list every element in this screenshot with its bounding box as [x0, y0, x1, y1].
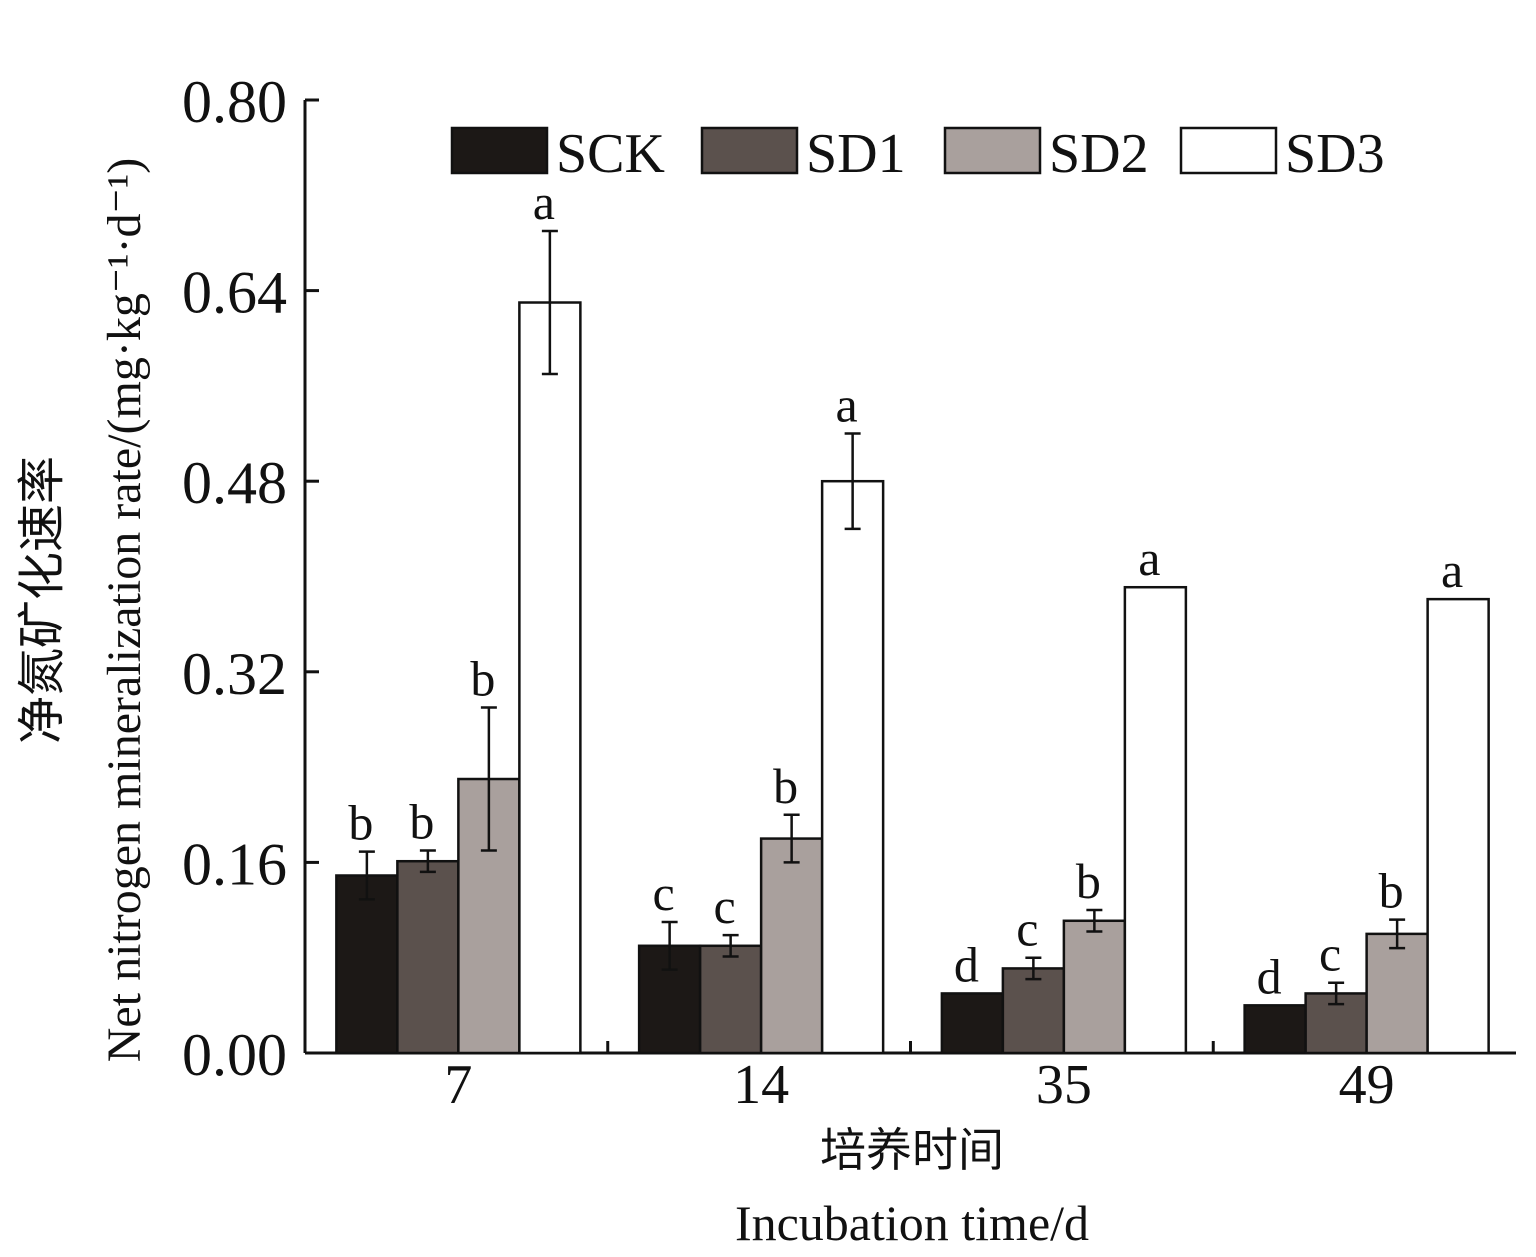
bar-sck	[940, 992, 1005, 1055]
bar-sd3	[518, 301, 582, 1055]
y-tick-label: 0.32	[182, 641, 287, 707]
x-tick-label: 35	[1036, 1054, 1092, 1116]
legend-swatch-sd3	[1179, 126, 1278, 175]
x-axis-label-en: Incubation time/d	[735, 1195, 1089, 1251]
legend-label-sd2: SD2	[1049, 123, 1149, 185]
legend-swatch-sd1	[700, 126, 799, 175]
bar-sd3	[1426, 597, 1490, 1055]
significance-letter: a	[1441, 542, 1463, 598]
y-tick-label: 0.80	[182, 69, 287, 135]
bar-sd1	[396, 859, 460, 1055]
y-axis-label: 净氮矿化速率	[14, 456, 70, 744]
y-axis-label-en: Net nitrogen mineralization rate/(mg·kg⁻…	[98, 158, 151, 1062]
x-tick-label: 14	[733, 1054, 789, 1116]
significance-letter: b	[1379, 863, 1404, 919]
significance-letter: b	[348, 795, 373, 851]
y-tick-label: 0.16	[182, 831, 287, 897]
significance-letter: b	[1076, 853, 1101, 909]
y-axis-label-cn: 净氮矿化速率	[14, 456, 70, 744]
bar-sd2	[1365, 932, 1429, 1055]
y-tick-label: 0.48	[182, 450, 287, 516]
legend-label-sd3: SD3	[1285, 123, 1385, 185]
significance-letter: c	[714, 878, 736, 934]
significance-letter: b	[409, 793, 434, 849]
significance-letter: c	[1319, 926, 1341, 982]
bar-sd2	[759, 837, 824, 1055]
bar-sck	[1243, 1004, 1307, 1055]
bar-sck	[335, 874, 399, 1055]
bar-sd1	[698, 944, 763, 1055]
significance-letter: c	[1016, 901, 1038, 957]
significance-letter: c	[653, 865, 675, 921]
legend: SCK SD1 SD2 SD3	[450, 123, 1385, 185]
legend-label-sd1: SD1	[806, 123, 906, 185]
y-tick-label: 0.64	[182, 260, 287, 326]
legend-swatch-sd2	[943, 126, 1042, 175]
x-tick-label: 49	[1339, 1054, 1395, 1116]
significance-letter: d	[954, 936, 979, 992]
significance-letter: a	[836, 377, 858, 433]
significance-letter: b	[773, 758, 798, 814]
bar-sd2	[1062, 919, 1127, 1055]
significance-letter: a	[533, 174, 555, 230]
significance-letter: b	[470, 651, 495, 707]
y-tick-label: 0.00	[182, 1022, 287, 1088]
legend-label-sck: SCK	[556, 123, 665, 185]
x-tick-label: 7	[444, 1054, 472, 1116]
axes: 0.00 0.16 0.32 0.48 0.64 0.80 7 14 35 49	[182, 69, 1516, 1116]
legend-swatch-sck	[450, 126, 549, 175]
bar-sd3	[1123, 585, 1188, 1055]
x-axis-label-cn: 培养时间	[820, 1123, 1004, 1177]
significance-letter: a	[1138, 530, 1160, 586]
significance-letter: d	[1257, 948, 1282, 1004]
bar-sd3	[820, 479, 885, 1055]
bar-sd1	[1001, 967, 1066, 1055]
